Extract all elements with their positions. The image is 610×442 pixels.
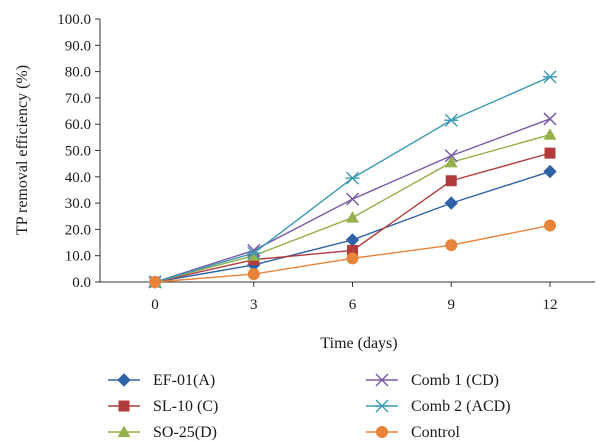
legend-item: Control xyxy=(366,424,460,441)
y-tick-label: 20.0 xyxy=(65,222,91,238)
data-point xyxy=(543,70,557,84)
x-tick-label: 12 xyxy=(543,297,558,313)
data-point xyxy=(149,276,161,288)
data-point xyxy=(445,175,457,187)
y-tick-label: 30.0 xyxy=(65,196,91,212)
data-point xyxy=(544,147,556,159)
chart-axes: 0.0 10.0 20.0 30.0 40.0 50.0 60.0 70.0 80.0 90.0 1… xyxy=(57,12,595,313)
legend-marker xyxy=(117,373,131,387)
y-tick-label: 80.0 xyxy=(65,65,91,81)
x-tick-label: 6 xyxy=(349,297,357,313)
legend-item: EF-01(A) xyxy=(108,372,215,389)
data-point xyxy=(345,192,360,206)
data-point xyxy=(544,219,556,232)
data-point xyxy=(444,155,458,168)
data-point xyxy=(346,252,359,265)
series-layer xyxy=(148,70,557,289)
x-tick-label: 0 xyxy=(151,297,159,313)
legend-label: SL-10 (C) xyxy=(153,398,218,415)
y-tick-label: 40.0 xyxy=(65,170,91,186)
legend-item: Comb 2 (ACD) xyxy=(366,398,511,415)
legend-marker xyxy=(117,425,131,437)
legend-item: SO-25(D) xyxy=(108,424,217,441)
data-point xyxy=(345,171,360,185)
y-tick-label: 100.0 xyxy=(57,12,91,28)
data-point xyxy=(346,211,359,223)
data-point xyxy=(347,244,358,256)
legend-marker xyxy=(118,400,130,412)
y-tick-label: 50.0 xyxy=(65,144,91,160)
data-point xyxy=(246,246,261,260)
legend-marker xyxy=(375,399,389,413)
chart-legend: EF-01(A) SL-10 (C) SO-25(D) Comb 1 (CD) Comb… xyxy=(108,372,511,441)
legend-label: Comb 2 (ACD) xyxy=(411,398,511,415)
data-point xyxy=(345,233,360,247)
y-tick-label: 10.0 xyxy=(65,249,91,265)
y-axis-title: TP removal efficiency (%) xyxy=(14,65,31,235)
y-tick-label: 60.0 xyxy=(65,117,91,133)
x-tick-label: 3 xyxy=(250,297,258,313)
y-tick-label: 90.0 xyxy=(65,38,91,54)
data-point xyxy=(444,196,458,210)
data-point xyxy=(445,239,458,252)
series-line xyxy=(154,170,551,283)
legend-item: SL-10 (C) xyxy=(108,398,218,415)
legend-marker xyxy=(376,426,388,438)
legend-label: SO-25(D) xyxy=(153,424,217,441)
legend-label: Comb 1 (CD) xyxy=(411,372,499,389)
data-point xyxy=(444,149,458,163)
legend-label: Control xyxy=(411,424,460,441)
data-point xyxy=(444,113,459,127)
data-point xyxy=(543,128,557,140)
y-tick-label: 70.0 xyxy=(65,91,91,107)
data-point xyxy=(247,249,261,261)
data-point xyxy=(543,112,557,126)
series-control xyxy=(149,219,556,288)
y-tick-label: 0.0 xyxy=(72,275,91,291)
x-axis-title: Time (days) xyxy=(320,335,397,352)
x-tick-label: 9 xyxy=(448,297,456,313)
data-point xyxy=(543,164,557,179)
legend-item: Comb 1 (CD) xyxy=(366,372,499,389)
data-point xyxy=(247,268,260,281)
legend-marker xyxy=(375,373,389,387)
legend-label: EF-01(A) xyxy=(153,372,215,389)
